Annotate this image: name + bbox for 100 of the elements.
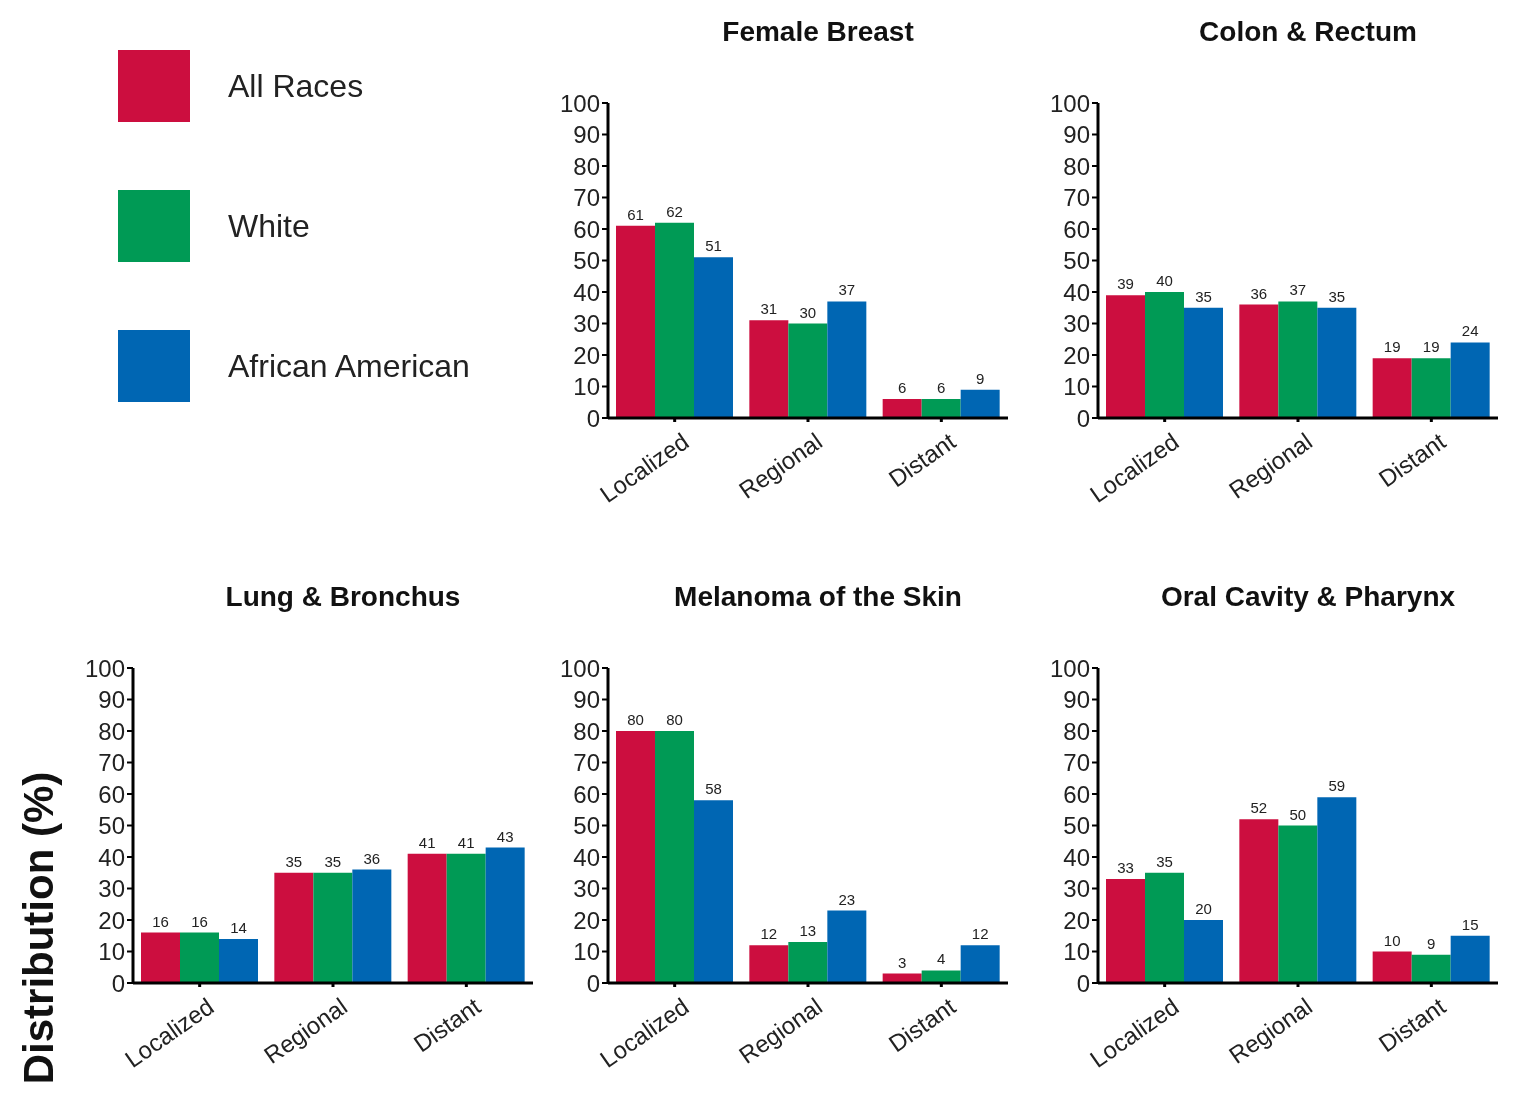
y-tick-label: 60 xyxy=(98,780,125,808)
bar xyxy=(616,731,655,983)
data-label: 35 xyxy=(324,852,342,870)
y-tick-label: 80 xyxy=(1063,717,1090,745)
bar xyxy=(485,847,525,983)
bar xyxy=(1450,935,1490,983)
y-tick-label: 0 xyxy=(586,969,600,997)
bar xyxy=(1145,872,1184,983)
data-label: 16 xyxy=(152,912,169,930)
y-axis-title: Distribution (%) xyxy=(15,771,63,1085)
data-label: 35 xyxy=(285,852,303,870)
bar xyxy=(827,910,867,983)
bar xyxy=(1317,797,1357,983)
y-tick-label: 60 xyxy=(1063,780,1090,808)
data-label: 31 xyxy=(760,300,778,318)
bar xyxy=(446,853,486,983)
y-tick-label: 20 xyxy=(1063,906,1090,934)
legend-label: All Races xyxy=(228,67,364,105)
data-label: 35 xyxy=(1195,287,1212,305)
chart-title: Female Breast xyxy=(721,16,915,48)
bar xyxy=(694,800,733,983)
bar xyxy=(1106,295,1145,418)
y-tick-label: 20 xyxy=(573,341,600,369)
bar xyxy=(960,945,1000,983)
bar xyxy=(616,225,655,418)
data-label: 9 xyxy=(1426,934,1436,952)
y-tick-label: 70 xyxy=(98,749,125,777)
bar xyxy=(1278,825,1318,983)
bar xyxy=(655,731,694,983)
bar xyxy=(1239,304,1279,418)
data-label: 15 xyxy=(1461,915,1479,933)
data-label: 36 xyxy=(363,849,381,867)
y-tick-label: 50 xyxy=(573,812,600,840)
y-tick-label: 40 xyxy=(98,843,125,871)
y-tick-label: 70 xyxy=(573,184,600,212)
data-label: 30 xyxy=(799,303,817,321)
y-tick-label: 20 xyxy=(1063,341,1090,369)
y-tick-label: 30 xyxy=(98,875,125,903)
data-label: 61 xyxy=(627,205,644,223)
data-label: 4 xyxy=(936,950,946,968)
data-label: 41 xyxy=(418,833,436,851)
y-tick-label: 40 xyxy=(1063,278,1090,306)
bar xyxy=(921,399,961,418)
bar xyxy=(1239,819,1279,983)
data-label: 36 xyxy=(1250,284,1268,302)
y-tick-label: 10 xyxy=(1063,938,1090,966)
y-tick-label: 70 xyxy=(573,749,600,777)
chart-title: Colon & Rectum xyxy=(1198,16,1418,48)
bar xyxy=(141,932,180,983)
bar xyxy=(882,399,922,418)
y-tick-label: 10 xyxy=(1063,373,1090,401)
y-tick-label: 70 xyxy=(1063,184,1090,212)
data-label: 13 xyxy=(799,922,817,940)
bar xyxy=(352,869,392,983)
data-label: 9 xyxy=(975,369,985,387)
data-label: 80 xyxy=(627,711,644,728)
y-tick-label: 30 xyxy=(1063,310,1090,338)
chart-title: Melanoma of the Skin xyxy=(673,581,963,613)
data-label: 41 xyxy=(457,833,475,851)
bar xyxy=(1145,292,1184,418)
data-label: 23 xyxy=(838,890,856,908)
y-tick-label: 10 xyxy=(573,373,600,401)
y-tick-label: 40 xyxy=(573,843,600,871)
chart-title: Oral Cavity & Pharynx xyxy=(1159,581,1457,613)
data-label: 35 xyxy=(1328,287,1346,305)
data-label: 19 xyxy=(1383,338,1401,356)
bar xyxy=(827,301,867,418)
y-tick-label: 20 xyxy=(573,906,600,934)
y-tick-label: 10 xyxy=(98,938,125,966)
bar xyxy=(274,872,314,983)
bar xyxy=(1372,951,1412,983)
bar xyxy=(749,945,789,983)
data-label: 12 xyxy=(760,925,778,943)
y-tick-label: 20 xyxy=(98,906,125,934)
data-label: 43 xyxy=(496,827,514,845)
bar xyxy=(219,938,258,983)
y-tick-label: 50 xyxy=(1063,812,1090,840)
y-tick-label: 50 xyxy=(1063,247,1090,275)
y-tick-label: 80 xyxy=(98,717,125,745)
bar xyxy=(960,389,1000,418)
y-tick-label: 60 xyxy=(573,215,600,243)
y-tick-label: 100 xyxy=(559,654,600,682)
y-tick-label: 0 xyxy=(111,969,125,997)
y-tick-label: 30 xyxy=(573,310,600,338)
data-label: 19 xyxy=(1422,338,1440,356)
data-label: 37 xyxy=(1289,281,1307,299)
data-label: 40 xyxy=(1156,272,1173,289)
bar xyxy=(1278,301,1318,418)
y-tick-label: 40 xyxy=(1063,843,1090,871)
legend-label: African American xyxy=(228,347,470,385)
y-tick-label: 100 xyxy=(559,89,600,117)
data-label: 80 xyxy=(666,711,683,728)
data-label: 20 xyxy=(1195,900,1212,917)
y-tick-label: 80 xyxy=(573,717,600,745)
bar xyxy=(1411,954,1451,983)
bar xyxy=(1106,879,1145,983)
y-tick-label: 90 xyxy=(98,686,125,714)
y-tick-label: 0 xyxy=(1076,404,1090,432)
data-label: 50 xyxy=(1289,805,1307,823)
data-label: 10 xyxy=(1383,931,1401,949)
